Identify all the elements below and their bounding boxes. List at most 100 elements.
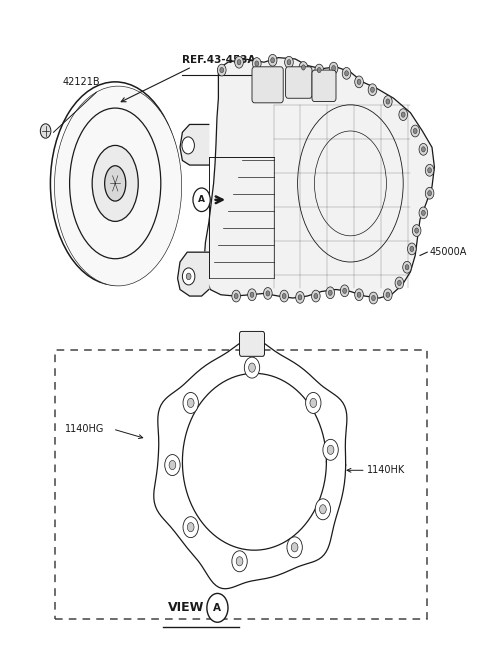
Ellipse shape [92, 145, 138, 221]
Circle shape [357, 79, 361, 84]
Circle shape [428, 168, 432, 173]
Circle shape [271, 58, 275, 63]
Circle shape [183, 517, 198, 538]
Circle shape [415, 228, 419, 233]
Circle shape [329, 62, 338, 74]
Circle shape [340, 285, 349, 297]
Circle shape [425, 187, 434, 199]
Circle shape [282, 293, 286, 299]
Circle shape [345, 71, 348, 76]
Circle shape [408, 243, 416, 255]
Circle shape [315, 499, 331, 520]
Text: REF.43-453A: REF.43-453A [182, 55, 256, 66]
Circle shape [298, 295, 302, 300]
Circle shape [296, 291, 304, 303]
FancyBboxPatch shape [252, 67, 283, 103]
Circle shape [232, 551, 247, 572]
Circle shape [165, 455, 180, 476]
Circle shape [244, 357, 260, 378]
Circle shape [235, 56, 243, 68]
Circle shape [287, 60, 291, 65]
FancyBboxPatch shape [286, 67, 312, 98]
Circle shape [419, 143, 428, 155]
Circle shape [255, 61, 259, 66]
Circle shape [234, 293, 238, 299]
Circle shape [419, 207, 428, 219]
Circle shape [405, 265, 409, 270]
Circle shape [355, 76, 363, 88]
Circle shape [182, 268, 195, 285]
Circle shape [411, 125, 420, 137]
Circle shape [187, 523, 194, 532]
Polygon shape [180, 124, 209, 165]
Circle shape [421, 147, 425, 152]
Circle shape [399, 109, 408, 121]
Circle shape [266, 291, 270, 296]
Circle shape [332, 66, 336, 71]
Circle shape [301, 65, 305, 70]
Ellipse shape [54, 86, 181, 286]
Circle shape [187, 398, 194, 407]
Circle shape [384, 289, 392, 301]
Circle shape [425, 164, 434, 176]
Circle shape [317, 67, 321, 73]
Circle shape [186, 273, 191, 280]
Circle shape [410, 246, 414, 252]
Circle shape [280, 290, 288, 302]
Circle shape [183, 392, 198, 413]
Circle shape [193, 188, 210, 212]
Circle shape [326, 287, 335, 299]
Circle shape [252, 58, 261, 69]
Circle shape [342, 67, 351, 79]
Circle shape [323, 440, 338, 460]
Circle shape [413, 128, 417, 134]
Circle shape [237, 60, 241, 65]
Circle shape [312, 290, 320, 302]
Text: 1140HG: 1140HG [65, 424, 104, 434]
Circle shape [249, 363, 255, 372]
FancyBboxPatch shape [312, 70, 336, 102]
Circle shape [372, 295, 375, 301]
Text: 45000A: 45000A [430, 247, 467, 257]
FancyBboxPatch shape [240, 331, 264, 356]
Circle shape [220, 67, 224, 73]
Text: VIEW: VIEW [168, 601, 204, 614]
Circle shape [40, 124, 51, 138]
Circle shape [169, 460, 176, 470]
Circle shape [287, 537, 302, 558]
Circle shape [328, 290, 332, 295]
Circle shape [232, 290, 240, 302]
Circle shape [327, 445, 334, 455]
Circle shape [217, 64, 226, 76]
Circle shape [207, 593, 228, 622]
Circle shape [314, 293, 318, 299]
Circle shape [285, 56, 293, 68]
Circle shape [310, 398, 317, 407]
Polygon shape [204, 58, 434, 298]
Text: 42121B: 42121B [62, 77, 100, 87]
Circle shape [264, 288, 272, 299]
Circle shape [369, 292, 378, 304]
Circle shape [412, 225, 421, 236]
Circle shape [371, 87, 374, 92]
Text: A: A [198, 195, 205, 204]
Circle shape [291, 543, 298, 552]
Circle shape [250, 292, 254, 297]
Circle shape [421, 210, 425, 215]
Text: A: A [214, 603, 221, 613]
Text: 1140HK: 1140HK [367, 465, 406, 476]
Circle shape [428, 191, 432, 196]
Circle shape [268, 54, 277, 66]
Circle shape [299, 62, 308, 73]
Circle shape [343, 288, 347, 293]
Circle shape [236, 557, 243, 566]
Circle shape [386, 99, 390, 104]
Ellipse shape [105, 166, 126, 201]
Polygon shape [178, 252, 209, 296]
Circle shape [315, 64, 324, 76]
Circle shape [248, 289, 256, 301]
Circle shape [401, 112, 405, 117]
Circle shape [306, 392, 321, 413]
Circle shape [403, 261, 411, 273]
Circle shape [397, 280, 401, 286]
